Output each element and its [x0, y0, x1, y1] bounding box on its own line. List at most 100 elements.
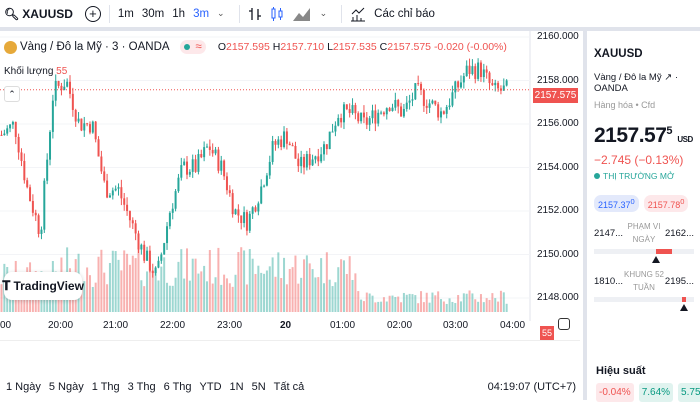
range-button[interactable]: 1 Ngày: [6, 381, 41, 393]
candle-body: [337, 117, 340, 126]
add-symbol-button[interactable]: +: [84, 5, 101, 22]
candle-body: [442, 111, 445, 114]
range-button[interactable]: YTD: [199, 381, 222, 393]
perf-3[interactable]: 5.75%: [678, 383, 700, 402]
volume-bar: [351, 279, 354, 312]
timeframe-3m[interactable]: 3m: [193, 7, 210, 20]
chevron-down-icon[interactable]: ⌄: [217, 8, 225, 18]
price-sup: 5: [666, 125, 673, 137]
volume-bar: [474, 299, 477, 312]
candle-body: [51, 100, 54, 132]
volume-bar: [417, 303, 420, 312]
candle-body: [334, 125, 337, 132]
candle-body: [434, 100, 437, 105]
timeframe-1m[interactable]: 1m: [117, 7, 134, 20]
volume-bar: [0, 284, 3, 312]
volume-label: Khối lượng: [4, 66, 54, 77]
candle-body: [34, 212, 37, 216]
candle-body: [40, 229, 43, 234]
candle-body: [106, 180, 109, 198]
candle-body: [357, 113, 360, 122]
timeframe-1h[interactable]: 1h: [172, 7, 186, 20]
volume-bar: [342, 260, 345, 312]
volume-bar: [231, 286, 234, 312]
area-chart-type-icon[interactable]: [292, 6, 312, 22]
symbol-search[interactable]: 🔍︎ XAUUSD: [4, 7, 73, 21]
volume-bar: [400, 302, 403, 312]
logo-text: TradingView: [13, 279, 84, 293]
week52-range: 1810... KHUNG 52 TUẦN 2195...: [594, 268, 694, 294]
bid-price: 2157.370: [594, 195, 639, 212]
candle-body: [228, 190, 231, 194]
volume-bar: [180, 249, 183, 312]
candle-body: [6, 128, 9, 134]
range-button[interactable]: 1 Thg: [91, 381, 120, 393]
time-axis-label: 23:00: [217, 320, 243, 331]
clock[interactable]: 04:19:07 (UTC+7): [487, 381, 576, 393]
candle-body: [14, 121, 17, 137]
candle-body: [205, 146, 208, 148]
candle-body: [111, 190, 114, 196]
range-button[interactable]: 1N: [229, 381, 244, 393]
volume-bar: [371, 295, 374, 312]
volume-bar: [151, 271, 154, 312]
bottom-bar: 1 Ngày 5 Ngày 1 Thg 3 Thg 6 Thg YTD 1N 5N Tất cả…: [0, 340, 580, 400]
timeframe-30m[interactable]: 30m: [141, 7, 165, 20]
price-axis-label: 2154.000: [537, 161, 579, 173]
ask-sup: 0: [680, 197, 685, 206]
candle-body: [120, 187, 123, 199]
volume-bar: [360, 299, 363, 312]
external-link-icon[interactable]: ↗: [664, 72, 673, 83]
volume-bar: [317, 277, 320, 312]
candle-body: [417, 83, 420, 85]
candle-body: [502, 85, 505, 91]
candles-chart-type-icon[interactable]: [270, 6, 284, 22]
price-axis-label: 2150.000: [537, 248, 579, 260]
candle-body: [348, 109, 351, 114]
candle-body: [245, 212, 248, 231]
candle-body: [291, 145, 294, 147]
volume-bar: [305, 255, 308, 312]
candle-body: [0, 134, 3, 136]
volume-bar: [234, 274, 237, 312]
range-button[interactable]: 5N: [251, 381, 266, 393]
volume-bar: [148, 257, 151, 312]
status-dot-icon: [594, 173, 600, 179]
volume-bar: [491, 293, 494, 312]
candle-body: [454, 81, 457, 93]
volume-bar: [217, 247, 220, 312]
volume-bar: [397, 296, 400, 312]
volume-bar: [137, 247, 140, 312]
volume-bar: [140, 280, 143, 312]
candle-body: [457, 81, 460, 88]
indicators-icon[interactable]: [350, 6, 366, 22]
settings-icon[interactable]: [558, 318, 570, 330]
perf-1[interactable]: -0.04%: [596, 383, 634, 402]
indicators-button[interactable]: Các chỉ báo: [374, 7, 435, 20]
chevron-down-icon[interactable]: ⌄: [319, 8, 328, 18]
volume-bar: [94, 282, 97, 312]
volume-bar: [220, 284, 223, 312]
panel-symbol[interactable]: XAUUSD: [594, 48, 643, 60]
range-button[interactable]: 5 Ngày: [48, 381, 84, 393]
candle-body: [308, 154, 311, 166]
collapse-legend-button[interactable]: ⌃: [4, 86, 20, 102]
price-chart[interactable]: [0, 31, 580, 321]
tradingview-logo[interactable]: 𝐓 TradingView: [2, 272, 84, 300]
candle-body: [100, 156, 103, 172]
volume-bar: [479, 294, 482, 312]
bar-chart-type-icon[interactable]: [248, 6, 262, 22]
day-high: 2162...: [664, 227, 694, 239]
candle-body: [397, 100, 400, 107]
volume-bar: [88, 275, 91, 312]
perf-2[interactable]: 7.64%: [638, 383, 674, 402]
range-button[interactable]: 6 Thg: [163, 381, 192, 393]
volume-bar: [174, 277, 177, 312]
range-button[interactable]: 3 Thg: [127, 381, 156, 393]
volume-bar: [111, 250, 114, 312]
name-text: Vàng / Đô la Mỹ: [594, 72, 662, 83]
price-axis-label: 2148.000: [537, 292, 579, 303]
range-button[interactable]: Tất cả: [273, 381, 305, 393]
time-axis-label: 21:00: [103, 320, 129, 331]
volume-bar: [502, 292, 505, 312]
